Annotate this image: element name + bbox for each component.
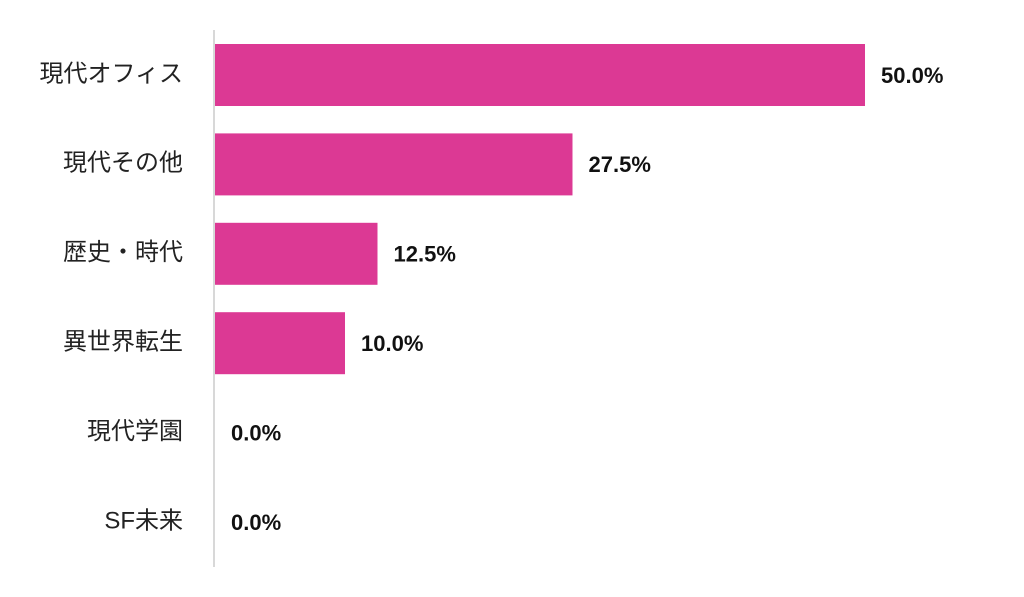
y-tick-label: 異世界転生	[63, 329, 183, 356]
value-label: 27.5%	[589, 152, 651, 177]
y-tick-label: SF未来	[104, 507, 183, 534]
value-label: 10.0%	[361, 331, 423, 356]
y-tick-label: 現代オフィス	[39, 60, 183, 87]
bar	[215, 312, 345, 375]
value-label: 0.0%	[231, 420, 281, 445]
bar	[215, 222, 378, 285]
value-label: 12.5%	[394, 242, 456, 267]
value-label: 50.0%	[881, 63, 943, 88]
y-tick-label: 現代その他	[63, 150, 183, 177]
y-tick-label: 歴史・時代	[63, 239, 183, 266]
value-label: 0.0%	[231, 510, 281, 535]
bar	[215, 133, 573, 196]
bar	[215, 44, 865, 106]
y-tick-label: 現代学園	[87, 418, 183, 445]
